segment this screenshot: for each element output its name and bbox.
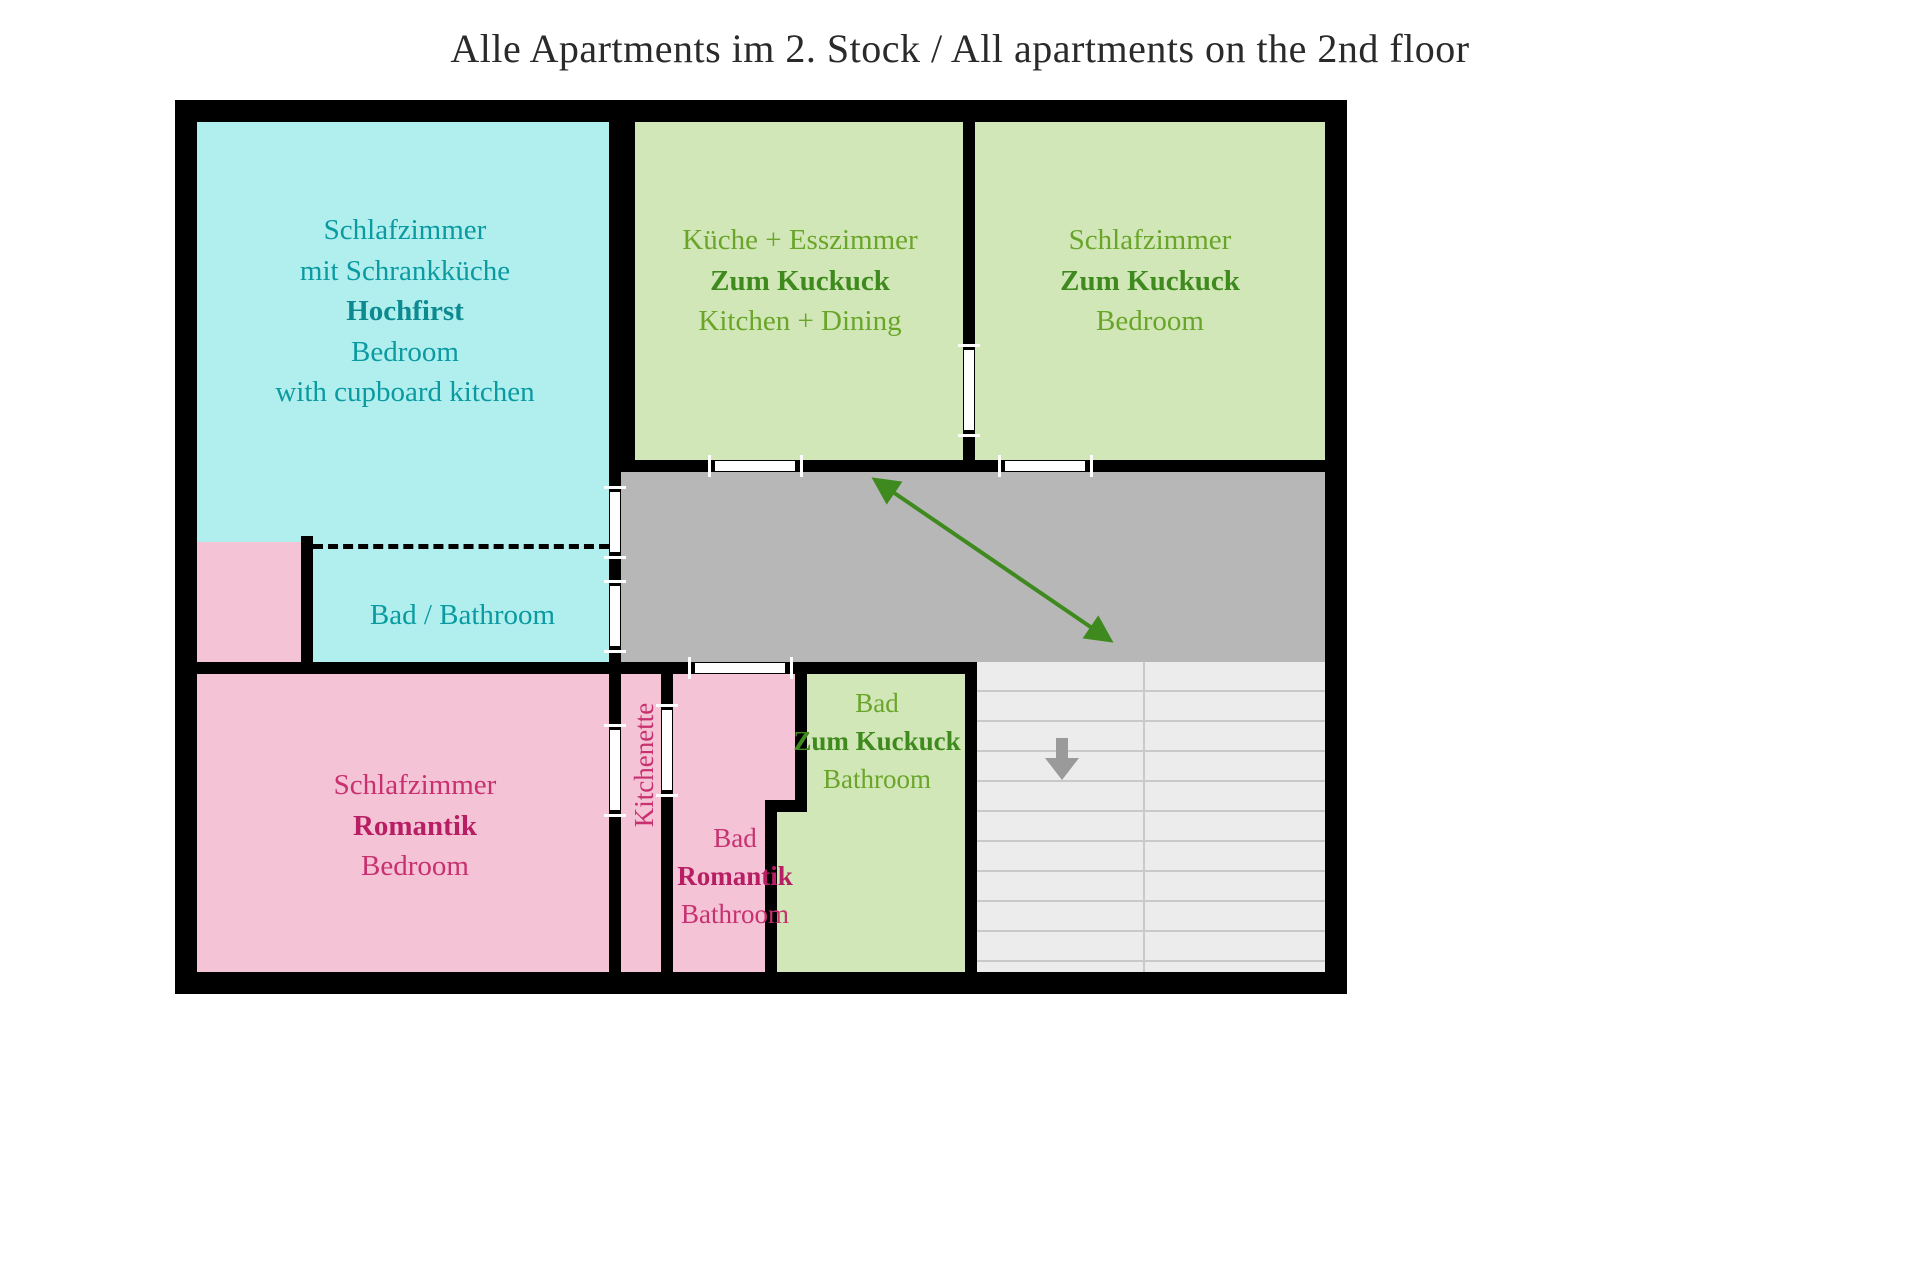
label-hochfirst: Schlafzimmer mit Schrankküche Hochfirst … [215,210,595,413]
label-romantik-bath: Bad Romantik Bathroom [665,820,805,933]
t: Schlafzimmer [215,210,595,251]
t: Bedroom [215,332,595,373]
label-kuckuck-kitchen: Küche + Esszimmer Zum Kuckuck Kitchen + … [645,220,955,342]
t: Schlafzimmer [235,765,595,806]
t: Schlafzimmer [985,220,1315,261]
t: Bad [665,820,805,858]
floor-plan: Schlafzimmer mit Schrankküche Hochfirst … [175,100,1347,994]
t: Zum Kuckuck [787,723,967,761]
label-hochfirst-bath: Bad / Bathroom [320,595,605,636]
t: Bad [787,685,967,723]
page-title: Alle Apartments im 2. Stock / All apartm… [0,25,1920,72]
t: Bathroom [665,896,805,934]
label-kuckuck-bed: Schlafzimmer Zum Kuckuck Bedroom [985,220,1315,342]
t: Zum Kuckuck [985,261,1315,302]
t: Kitchen + Dining [645,301,955,342]
label-kuckuck-bath: Bad Zum Kuckuck Bathroom [787,685,967,798]
t: mit Schrankküche [215,251,595,292]
t: Hochfirst [215,291,595,332]
t: Bedroom [985,301,1315,342]
t: with cupboard kitchen [215,372,595,413]
t: Romantik [665,858,805,896]
t: Romantik [235,806,595,847]
t: Zum Kuckuck [645,261,955,302]
t: Bathroom [787,761,967,799]
label-romantik-bed: Schlafzimmer Romantik Bedroom [235,765,595,887]
t: Bedroom [235,846,595,887]
t: Küche + Esszimmer [645,220,955,261]
label-kitchenette: Kitchenette [626,665,664,865]
